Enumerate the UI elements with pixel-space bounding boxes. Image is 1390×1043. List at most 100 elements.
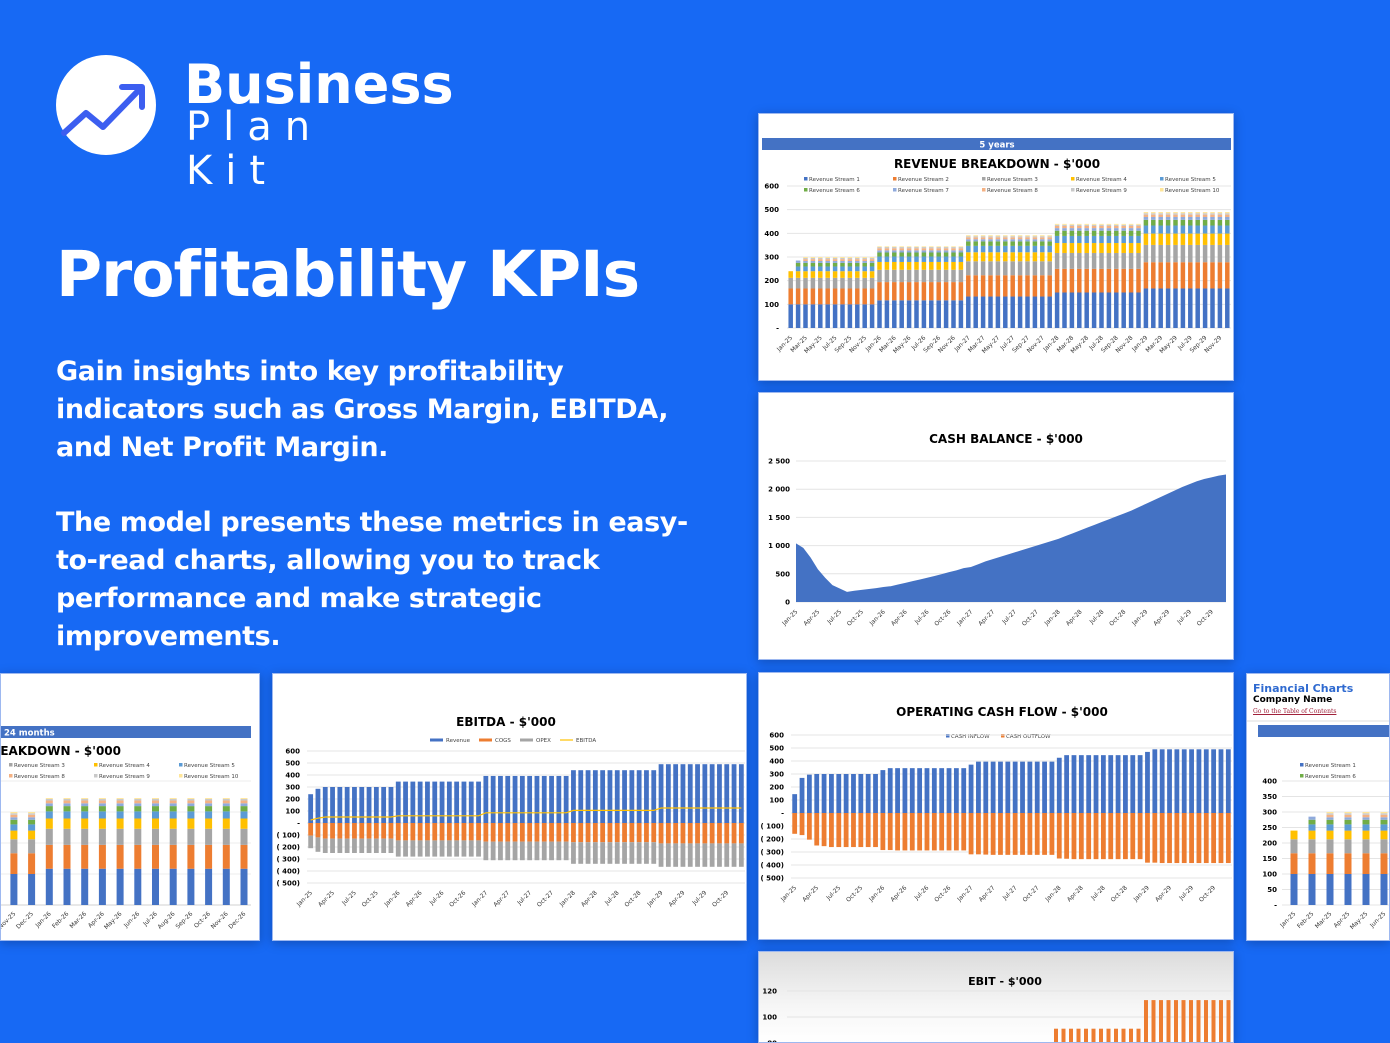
bar-cash-inflow [976,761,981,813]
bar-revenue-stream-9 [869,257,875,260]
bar-revenue-stream-7 [832,261,838,263]
bar-cash-inflow [1174,749,1180,813]
bar-cash-outflow [1174,813,1180,864]
bar-revenue-stream-2 [45,844,53,869]
bar-cash-outflow [1159,813,1165,864]
bar-revenue-stream-3 [1054,252,1060,269]
bar-revenue-stream-6 [980,241,986,246]
bar-revenue-stream-8 [855,259,860,262]
bar-revenue-stream-3 [1017,261,1023,276]
bar-cogs [702,823,708,844]
bar-revenue [315,788,321,823]
bar-ebit [1189,1000,1193,1042]
bar-revenue-stream-6 [134,806,142,812]
bar-revenue-stream-4 [921,261,927,270]
x-tick-label: Apr-25 [801,884,820,903]
bar-revenue-stream-2 [81,844,89,869]
bar-revenue-stream-6 [906,252,912,257]
bar-revenue-stream-3 [1158,244,1163,263]
bar-revenue [403,781,408,823]
x-tick-label: May-25 [1349,910,1370,931]
x-tick-label: Apr-27 [492,889,511,908]
x-tick-label: Jan-29 [645,889,664,908]
legend-swatch [430,738,443,742]
bar-revenue-stream-3 [1114,252,1119,269]
revenue-24m-chart-card: 24 months REVENUE BREAKDOWN - $'000 Revenu… [0,673,260,941]
bar-revenue-stream-4 [1210,233,1215,245]
bar-revenue-stream-10 [840,257,845,258]
bar-revenue-stream-7 [855,261,860,263]
bar-revenue-stream-7 [1010,239,1015,242]
bar-revenue-stream-5 [1180,225,1186,234]
bar-revenue-stream-8 [832,259,838,262]
bar-revenue-stream-4 [1195,233,1200,245]
bar-revenue-stream-7 [943,250,949,253]
bar-revenue-stream-3 [1195,244,1200,263]
bar-revenue-stream-5 [1106,235,1112,244]
bar-cogs [395,823,401,841]
bar-opex [629,842,635,864]
bar-opex [519,841,525,861]
bar-revenue [622,770,627,823]
bar-revenue [505,775,511,823]
x-tick-label: Jul-28 [1088,608,1106,626]
bar-revenue-stream-3 [1010,261,1015,276]
bar-revenue-stream-10 [1114,223,1119,225]
bar-revenue-stream-7 [1362,817,1370,820]
bar-revenue-stream-1 [45,868,53,905]
bar-revenue-stream-8 [1180,214,1186,218]
y-tick-label: 500 [285,760,300,768]
bar-revenue-stream-10 [28,812,36,814]
bar-revenue-stream-2 [1165,262,1171,289]
table-of-contents-link[interactable]: Go to the Table of Contents [1253,708,1337,715]
bar-cogs [388,823,394,839]
bar-revenue-stream-2 [958,282,964,301]
y-tick-label: - [1274,902,1277,910]
bar-revenue-stream-10 [1084,223,1089,225]
bar-ebit [1129,1028,1133,1042]
bar-revenue-stream-9 [1077,224,1082,226]
bar-cogs [468,823,474,841]
bar-revenue-stream-6 [869,262,875,267]
bar-revenue-stream-9 [1003,236,1008,238]
bar-revenue-stream-8 [1143,214,1149,218]
y-tick-label: 100 [1262,871,1277,879]
bar-revenue-stream-4 [1308,830,1316,840]
bar-revenue-stream-5 [980,245,986,253]
x-tick-label: Oct-29 [711,889,730,908]
bar-revenue [614,770,620,823]
bar-revenue-stream-3 [847,277,853,289]
bar-revenue-stream-10 [988,235,993,237]
bar-revenue-stream-5 [1054,235,1060,244]
y-tick-label: 400 [769,758,784,766]
financial-charts-heading: Financial Charts [1253,682,1354,695]
bar-cogs [315,823,321,838]
x-tick-label: Oct-26 [193,910,212,929]
legend-item: CASH OUTFLOW [1006,734,1051,740]
y-tick-label: 300 [285,784,300,792]
legend-swatch [1160,188,1164,192]
bar-revenue-stream-3 [1025,261,1030,276]
bar-revenue-stream-4 [906,261,912,270]
bar-revenue-stream-3 [803,277,808,289]
bar-revenue-stream-1 [958,300,964,328]
bar-revenue-stream-9 [1362,813,1370,815]
y-tick-label: 500 [769,745,784,753]
bar-revenue-stream-4 [1202,233,1208,245]
bar-cogs [527,823,533,842]
bar-revenue-stream-4 [995,252,1001,262]
y-tick-label: 300 [769,771,784,779]
legend-item: Revenue Stream 9 [99,774,150,780]
bar-revenue-stream-6 [795,262,801,267]
bar-revenue-stream-3 [1202,244,1208,263]
bar-revenue-stream-1 [855,304,860,328]
bar-revenue-stream-6 [936,252,941,257]
bar-revenue-stream-4 [134,818,142,829]
bar-revenue-stream-9 [1326,813,1334,815]
bar-revenue [709,764,715,823]
bar-revenue-stream-2 [832,288,838,305]
bar-revenue-stream-5 [1308,824,1316,831]
bar-revenue-stream-4 [116,818,124,829]
bar-opex [534,841,540,861]
bar-revenue-stream-5 [1362,824,1370,831]
